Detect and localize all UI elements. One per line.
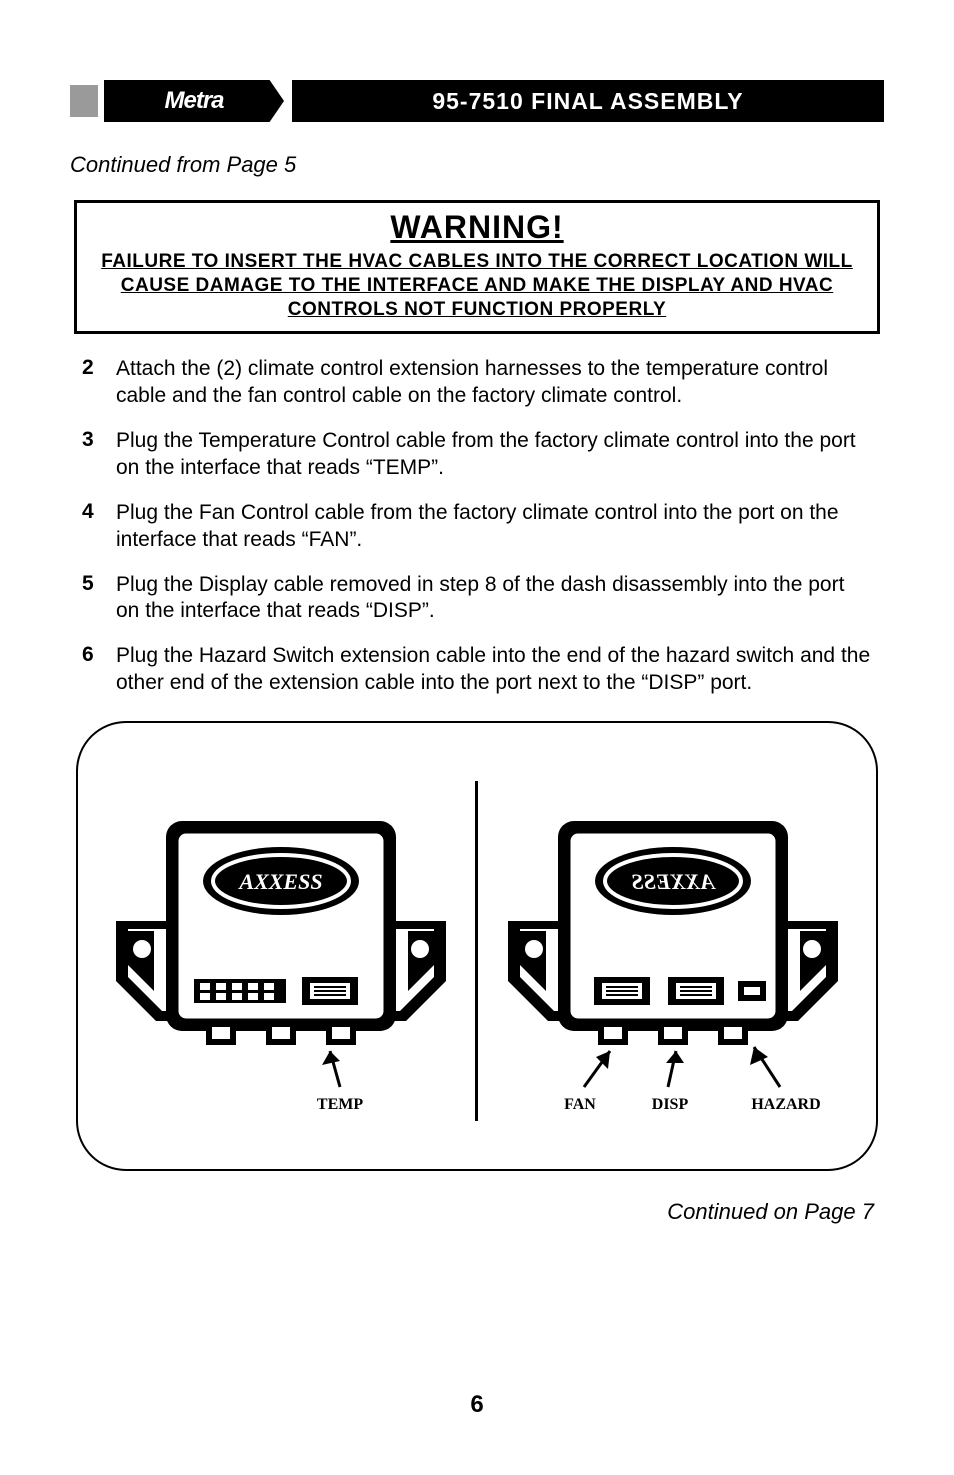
step-number: 5 (82, 572, 116, 626)
brand-label-left: AXXESS (237, 869, 322, 894)
steps-list: 2 Attach the (2) climate control extensi… (70, 356, 884, 697)
diagram-divider (475, 781, 478, 1121)
step-text: Plug the Temperature Control cable from … (116, 428, 872, 482)
page-title: 95-7510 FINAL ASSEMBLY (432, 88, 743, 115)
page-title-bar: 95-7510 FINAL ASSEMBLY (292, 80, 884, 122)
warning-box: WARNING! FAILURE TO INSERT THE HVAC CABL… (74, 200, 880, 334)
warning-body: FAILURE TO INSERT THE HVAC CABLES INTO T… (89, 250, 865, 321)
step-item: 5 Plug the Display cable removed in step… (82, 572, 872, 626)
module-left-svg: AXXESS TEMP (106, 781, 456, 1121)
port-label-temp: TEMP (317, 1096, 363, 1113)
module-right: AXXESS FAN DISP HAZARD (498, 781, 848, 1121)
step-item: 4 Plug the Fan Control cable from the fa… (82, 500, 872, 554)
step-item: 2 Attach the (2) climate control extensi… (82, 356, 872, 410)
brand-logo: Metra (104, 80, 284, 122)
step-number: 3 (82, 428, 116, 482)
brand-label-right: AXXESS (632, 869, 717, 894)
port-label-disp: DISP (652, 1096, 689, 1113)
diagram-container: AXXESS TEMP (76, 721, 878, 1171)
continued-from-note: Continued from Page 5 (70, 152, 884, 178)
step-text: Plug the Display cable removed in step 8… (116, 572, 872, 626)
brand-logo-text: Metra (164, 87, 223, 115)
warning-title: WARNING! (89, 209, 865, 246)
step-item: 3 Plug the Temperature Control cable fro… (82, 428, 872, 482)
continued-on-note: Continued on Page 7 (70, 1199, 884, 1225)
decorative-block (70, 85, 98, 117)
module-right-svg: AXXESS FAN DISP HAZARD (498, 781, 848, 1121)
step-number: 6 (82, 643, 116, 697)
step-item: 6 Plug the Hazard Switch extension cable… (82, 643, 872, 697)
step-number: 4 (82, 500, 116, 554)
port-label-fan: FAN (564, 1096, 596, 1113)
step-text: Plug the Fan Control cable from the fact… (116, 500, 872, 554)
step-text: Plug the Hazard Switch extension cable i… (116, 643, 872, 697)
step-text: Attach the (2) climate control extension… (116, 356, 872, 410)
step-number: 2 (82, 356, 116, 410)
module-left: AXXESS TEMP (106, 781, 456, 1121)
port-label-hazard: HAZARD (751, 1096, 820, 1113)
page-number: 6 (0, 1391, 954, 1419)
